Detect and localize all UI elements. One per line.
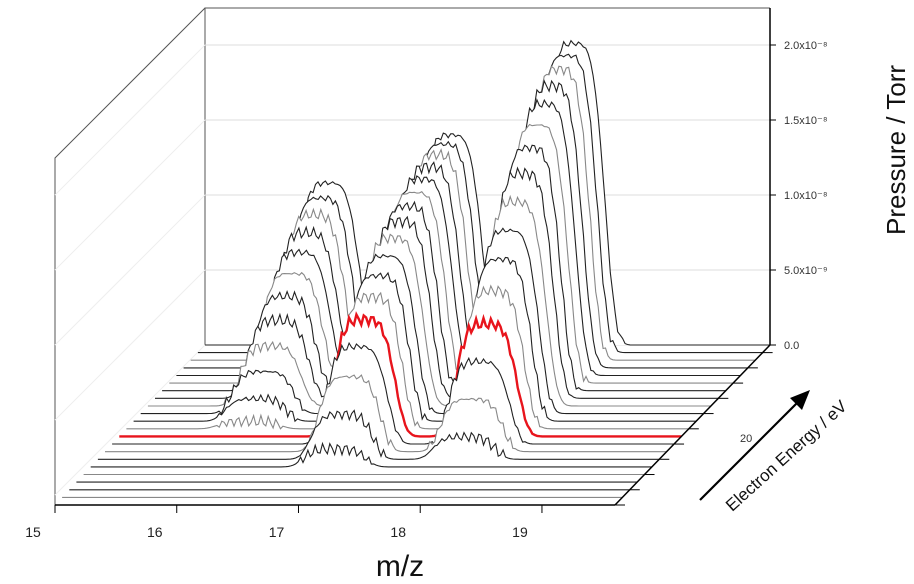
z-tick-label: 20 bbox=[740, 433, 752, 445]
trace-fill bbox=[162, 145, 726, 391]
trace-fill bbox=[112, 343, 675, 445]
x-tick-label: 16 bbox=[147, 524, 163, 540]
side-gridline bbox=[54, 194, 206, 346]
y-tick-labels: 0.0 5.0x10⁻⁹ 1.0x10⁻⁸ 1.5x10⁻⁸ 2.0x10⁻⁸ bbox=[770, 40, 828, 352]
y-tick-label: 1.5x10⁻⁸ bbox=[784, 115, 827, 127]
x-tick-label: 17 bbox=[269, 524, 285, 540]
trace-fill bbox=[155, 168, 719, 399]
z-arrow-head bbox=[790, 390, 810, 410]
trace-line bbox=[133, 256, 697, 423]
trace-line bbox=[97, 409, 660, 460]
trace-line bbox=[126, 284, 689, 430]
trace-line bbox=[155, 166, 719, 399]
side-frame bbox=[54, 7, 206, 505]
z-axis-arrow bbox=[699, 390, 810, 501]
side-gridline bbox=[54, 119, 206, 271]
x-tick-labels: 15 16 17 18 19 bbox=[25, 524, 528, 540]
trace-line bbox=[90, 441, 652, 468]
z-arrow-line bbox=[699, 399, 801, 501]
trace-fill bbox=[147, 196, 711, 406]
y-tick-label: 1.0x10⁻⁸ bbox=[784, 190, 827, 202]
x-axis-title: m/z bbox=[376, 550, 424, 583]
x-tick-label: 19 bbox=[512, 524, 528, 540]
y-tick-label: 2.0x10⁻⁸ bbox=[784, 40, 827, 52]
z-axis-line bbox=[614, 344, 771, 506]
trace-fill bbox=[105, 375, 667, 452]
trace-line bbox=[140, 227, 704, 415]
x-tick-label: 18 bbox=[390, 524, 406, 540]
trace-line bbox=[147, 194, 711, 407]
y-tick-label: 5.0x10⁻⁹ bbox=[784, 265, 828, 277]
axes bbox=[54, 8, 773, 513]
x-tick-label: 15 bbox=[25, 524, 41, 540]
trace-fill bbox=[119, 314, 682, 437]
y-tick-label: 0.0 bbox=[784, 340, 799, 352]
trace-line bbox=[105, 374, 667, 453]
traces bbox=[55, 39, 770, 506]
y-axis-title: Pressure / Torr bbox=[881, 65, 911, 235]
side-gridline bbox=[54, 44, 206, 196]
trace-line bbox=[112, 341, 674, 446]
side-gridline bbox=[54, 344, 206, 496]
plot-frame bbox=[54, 7, 770, 505]
side-gridline bbox=[54, 269, 206, 421]
back-frame bbox=[204, 7, 770, 345]
highlight-trace bbox=[119, 311, 682, 438]
